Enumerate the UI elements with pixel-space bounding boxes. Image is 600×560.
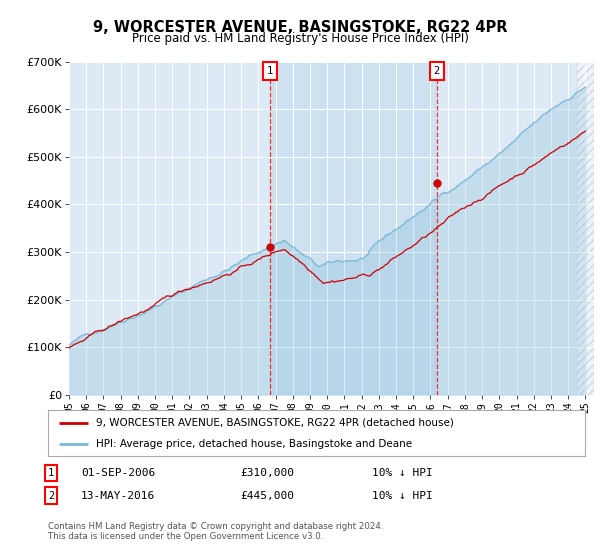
- Text: 10% ↓ HPI: 10% ↓ HPI: [372, 491, 433, 501]
- Text: Price paid vs. HM Land Registry's House Price Index (HPI): Price paid vs. HM Land Registry's House …: [131, 32, 469, 45]
- Text: 1: 1: [267, 66, 273, 76]
- Text: 2: 2: [48, 491, 54, 501]
- Bar: [270, 62, 437, 395]
- Text: 01-SEP-2006: 01-SEP-2006: [81, 468, 155, 478]
- Text: 9, WORCESTER AVENUE, BASINGSTOKE, RG22 4PR (detached house): 9, WORCESTER AVENUE, BASINGSTOKE, RG22 4…: [97, 418, 454, 428]
- Text: 9, WORCESTER AVENUE, BASINGSTOKE, RG22 4PR: 9, WORCESTER AVENUE, BASINGSTOKE, RG22 4…: [93, 20, 507, 35]
- Text: 10% ↓ HPI: 10% ↓ HPI: [372, 468, 433, 478]
- Text: 1: 1: [48, 468, 54, 478]
- Text: 2: 2: [434, 66, 440, 76]
- Text: £445,000: £445,000: [240, 491, 294, 501]
- Text: 13-MAY-2016: 13-MAY-2016: [81, 491, 155, 501]
- Text: HPI: Average price, detached house, Basingstoke and Deane: HPI: Average price, detached house, Basi…: [97, 439, 412, 449]
- Text: £310,000: £310,000: [240, 468, 294, 478]
- Text: Contains HM Land Registry data © Crown copyright and database right 2024.
This d: Contains HM Land Registry data © Crown c…: [48, 522, 383, 542]
